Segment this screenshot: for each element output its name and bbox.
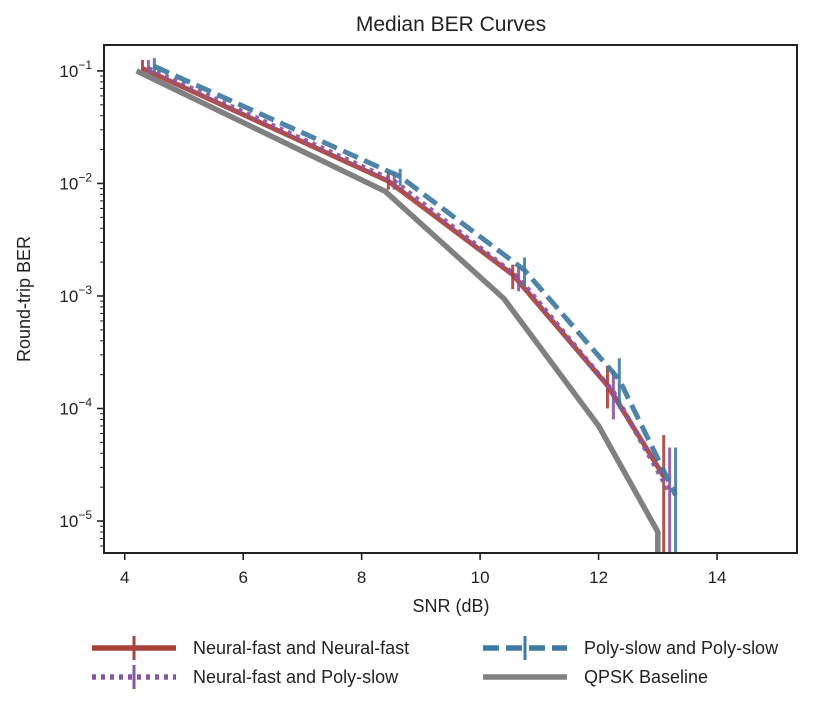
y-tick-label: 10−3 (59, 283, 92, 306)
legend-label: Neural-fast and Neural-fast (193, 638, 409, 658)
series-qpsk-baseline (135, 68, 661, 553)
y-tick-label: 10−1 (59, 58, 92, 81)
x-tick-label: 4 (120, 568, 129, 587)
chart-title: Median BER Curves (356, 13, 546, 36)
y-tick-label: 10−5 (59, 508, 92, 531)
legend-label: Neural-fast and Poly-slow (193, 667, 399, 687)
x-tick-label: 10 (471, 568, 490, 587)
x-tick-label: 12 (589, 568, 608, 587)
y-axis-label: Round-trip BER (14, 236, 34, 362)
x-tick-label: 6 (238, 568, 247, 587)
legend-item: QPSK Baseline (483, 667, 708, 687)
series-line (141, 66, 666, 478)
legend-item: Neural-fast and Poly-slow (92, 665, 399, 689)
series-layer (135, 58, 678, 553)
plot-frame (103, 44, 798, 554)
legend: Neural-fast and Neural-fast Neural-fast a… (92, 636, 779, 689)
x-tick-label: 8 (357, 568, 366, 587)
series-line (153, 64, 678, 497)
y-tick-label: 10−4 (59, 396, 92, 419)
y-tick-label: 10−2 (59, 170, 92, 193)
series-neural-fast-and-poly-slow (146, 60, 672, 553)
x-axis: 4 6 8 10 12 14 (120, 553, 727, 587)
legend-item: Neural-fast and Neural-fast (92, 636, 409, 660)
legend-label: Poly-slow and Poly-slow (584, 638, 779, 658)
series-line (135, 68, 661, 553)
x-tick-label: 14 (708, 568, 727, 587)
legend-label: QPSK Baseline (584, 667, 708, 687)
series-neural-fast-and-neural-fast (141, 60, 666, 553)
y-axis: 10−1 10−2 10−3 10−4 10−5 (59, 58, 104, 547)
x-axis-label: SNR (dB) (412, 596, 489, 616)
legend-item: Poly-slow and Poly-slow (483, 636, 779, 660)
series-line (147, 66, 672, 494)
series-poly-slow-and-poly-slow (152, 58, 678, 553)
